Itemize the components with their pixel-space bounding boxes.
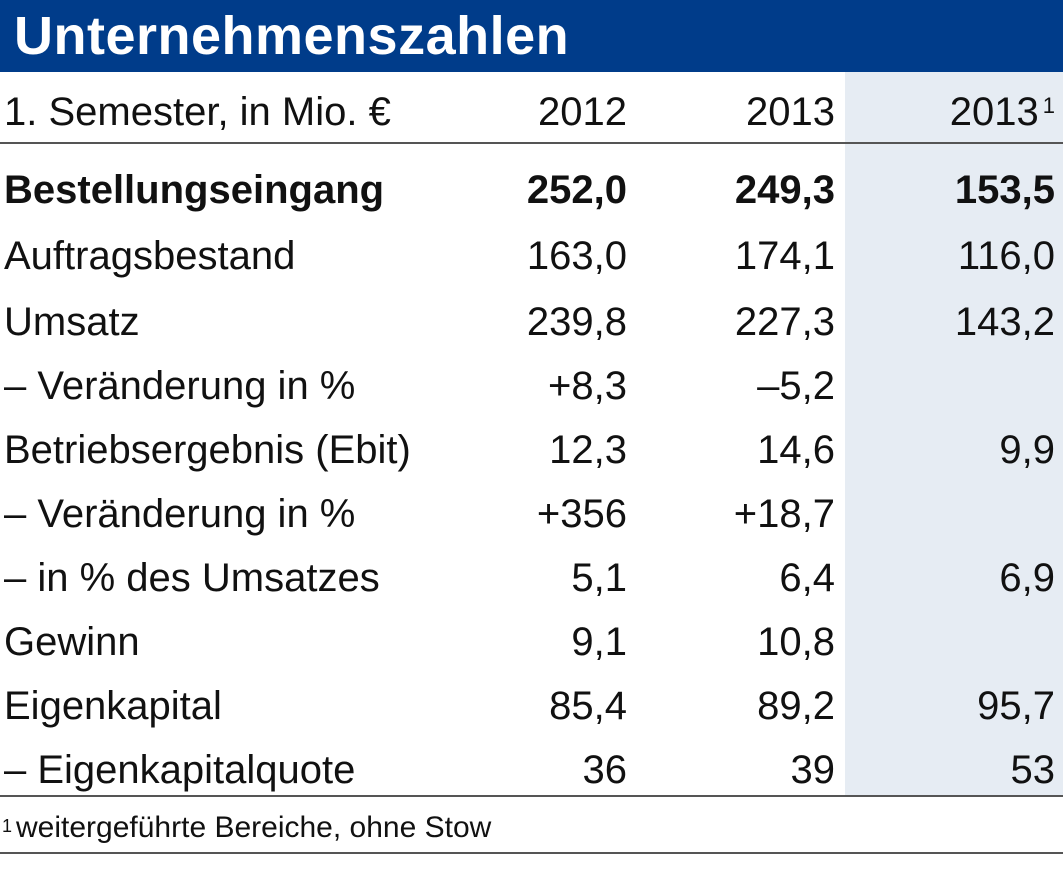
value-2013: 14,6 — [757, 428, 835, 472]
highlight-column-background — [845, 72, 1063, 797]
value-2013: 249,3 — [734, 168, 835, 212]
row-label: – Veränderung in % — [4, 492, 356, 536]
header-col-2013-continued: 2013 1 — [950, 80, 1055, 144]
row-label: Eigenkapital — [4, 684, 222, 728]
table-row: – Veränderung in % +356 +18,7 — [0, 482, 1063, 546]
table-title: Unternehmenszahlen — [14, 6, 570, 66]
value-2012: 163,0 — [526, 234, 627, 278]
value-2013: +18,7 — [733, 492, 835, 536]
value-2012: +8,3 — [548, 364, 627, 408]
value-2013-continued: 143,2 — [954, 300, 1055, 344]
table-row: Gewinn 9,1 10,8 — [0, 610, 1063, 674]
table-row: Bestellungseingang 252,0 249,3 153,5 — [0, 158, 1063, 222]
table-row: Betriebsergebnis (Ebit) 12,3 14,6 9,9 — [0, 418, 1063, 482]
value-2013: –5,2 — [757, 364, 835, 408]
table-row: – in % des Umsatzes 5,1 6,4 6,9 — [0, 546, 1063, 610]
value-2013-continued: 6,9 — [999, 556, 1055, 600]
value-2013: 39 — [790, 748, 836, 792]
value-2013-continued: 153,5 — [954, 168, 1055, 212]
value-2013: 227,3 — [734, 300, 835, 344]
header-divider — [0, 142, 1063, 144]
table-row: Eigenkapital 85,4 89,2 95,7 — [0, 674, 1063, 738]
header-col-2013-continued-year: 2013 — [949, 90, 1039, 134]
table-row: – Veränderung in % +8,3 –5,2 — [0, 354, 1063, 418]
header-label: 1. Semester, in Mio. € — [4, 90, 391, 134]
row-label: – in % des Umsatzes — [4, 556, 380, 600]
value-2013-continued: 53 — [1010, 748, 1056, 792]
value-2013: 10,8 — [757, 620, 835, 664]
title-bar: Unternehmenszahlen — [0, 0, 1063, 72]
table-bottom-divider — [0, 795, 1063, 797]
value-2013: 6,4 — [779, 556, 835, 600]
header-row: 1. Semester, in Mio. € 2012 2013 2013 1 — [0, 80, 1063, 144]
footnote-text: weitergeführte Bereiche, ohne Stow — [16, 811, 492, 844]
table-row: Auftragsbestand 163,0 174,1 116,0 — [0, 224, 1063, 288]
row-label: Umsatz — [4, 300, 140, 344]
row-label: Auftragsbestand — [4, 234, 296, 278]
value-2013: 174,1 — [734, 234, 835, 278]
row-label: Betriebsergebnis (Ebit) — [4, 428, 411, 472]
row-label: – Eigenkapitalquote — [4, 748, 356, 792]
header-col-2012: 2012 — [538, 90, 627, 134]
value-2012: 85,4 — [549, 684, 627, 728]
row-label: Gewinn — [4, 620, 140, 664]
value-2013-continued: 116,0 — [957, 234, 1055, 278]
value-2012: 252,0 — [526, 168, 627, 212]
value-2012: 36 — [582, 748, 628, 792]
value-2012: 5,1 — [571, 556, 627, 600]
header-col-2013: 2013 — [746, 90, 835, 134]
row-label: Bestellungseingang — [4, 168, 385, 212]
value-2013-continued: 95,7 — [977, 684, 1055, 728]
footnote-divider — [0, 852, 1063, 854]
value-2012: 239,8 — [526, 300, 627, 344]
value-2013: 89,2 — [757, 684, 835, 728]
value-2013-continued: 9,9 — [999, 428, 1055, 472]
value-2012: 12,3 — [549, 428, 627, 472]
table-row: – Eigenkapitalquote 36 39 53 — [0, 738, 1063, 802]
table-row: Umsatz 239,8 227,3 143,2 — [0, 290, 1063, 354]
value-2012: 9,1 — [571, 620, 627, 664]
footnote: 1 weitergeführte Bereiche, ohne Stow — [2, 806, 491, 850]
footnote-marker: 1 — [2, 816, 13, 836]
row-label: – Veränderung in % — [4, 364, 356, 408]
value-2012: +356 — [536, 492, 627, 536]
header-footnote-marker: 1 — [1042, 93, 1055, 118]
